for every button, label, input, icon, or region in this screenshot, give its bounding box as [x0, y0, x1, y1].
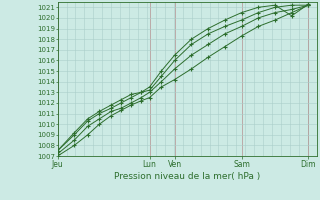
X-axis label: Pression niveau de la mer( hPa ): Pression niveau de la mer( hPa )	[114, 172, 260, 181]
